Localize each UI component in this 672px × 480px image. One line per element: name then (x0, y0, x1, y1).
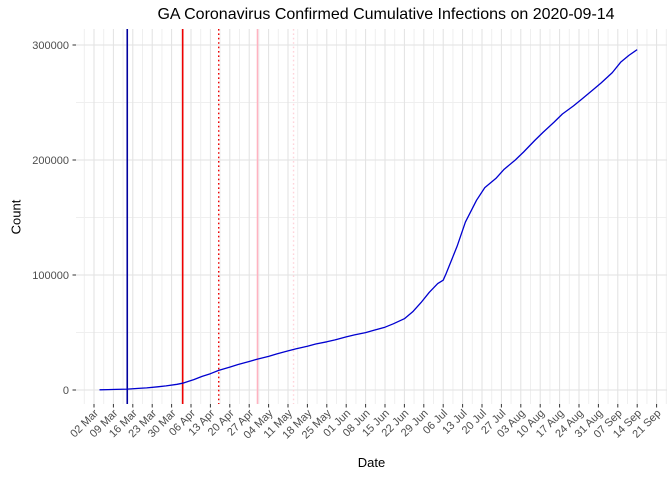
series-line-confirmed-cumulative-infections (99, 49, 638, 391)
y-tick-label: 300000 (32, 40, 69, 52)
chart-title: GA Coronavirus Confirmed Cumulative Infe… (157, 6, 615, 23)
x-axis-title: Date (357, 455, 386, 470)
y-tick-label: 200000 (32, 155, 69, 167)
y-tick-label: 100000 (32, 270, 69, 282)
y-tick-label: 0 (63, 385, 69, 397)
plot-panel (76, 29, 667, 404)
